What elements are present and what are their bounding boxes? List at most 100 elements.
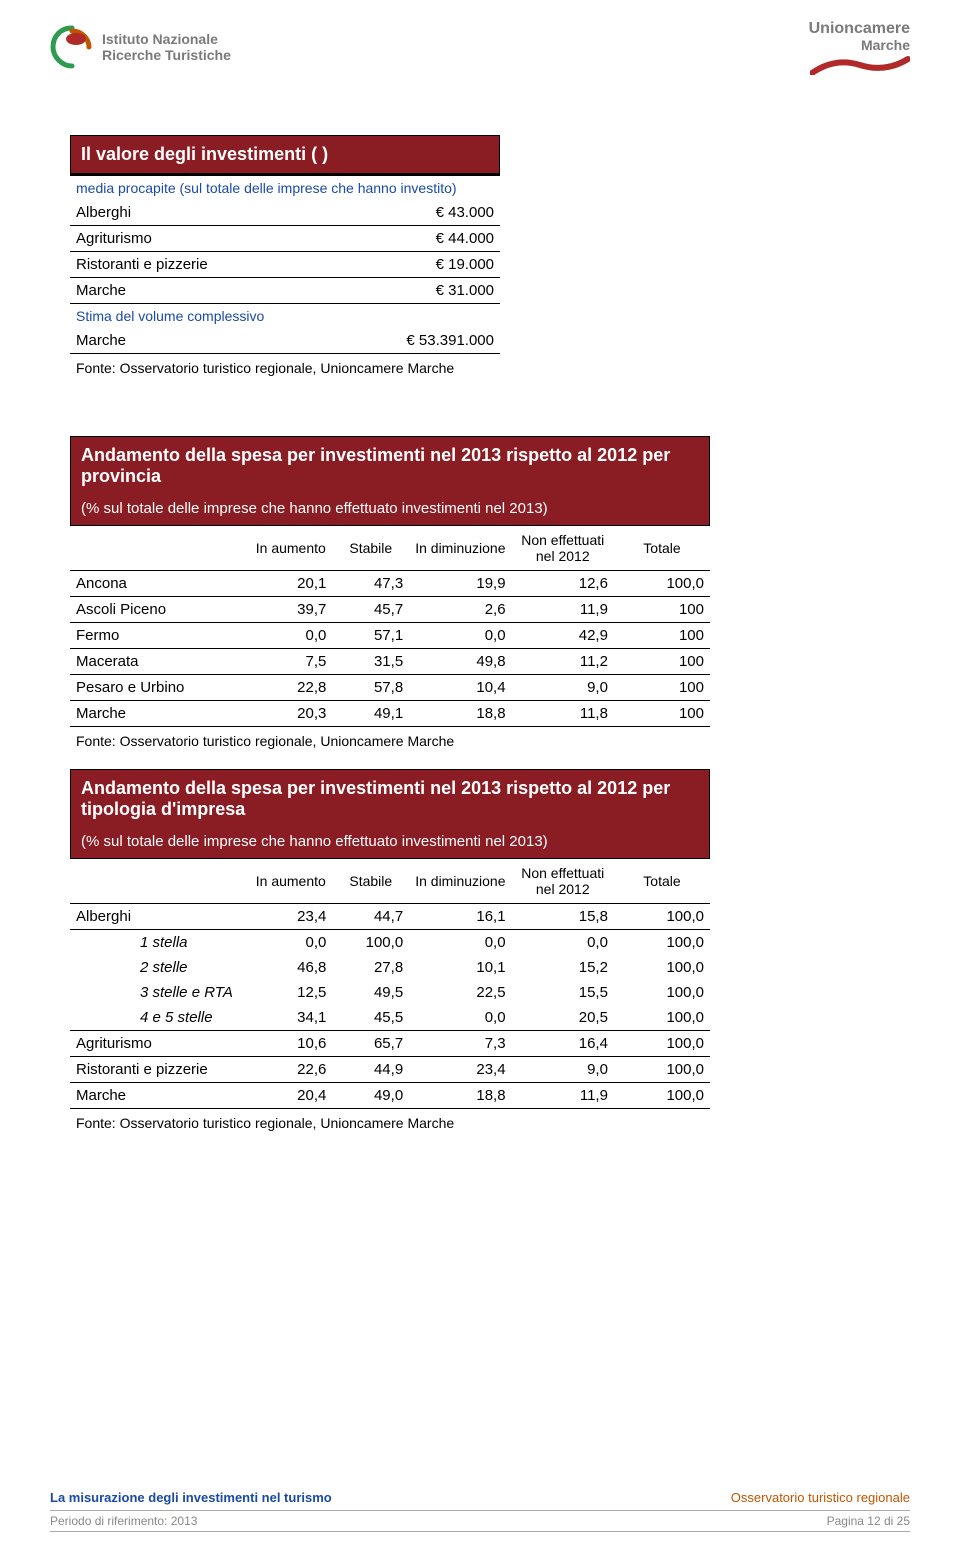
row-value: 44,7 xyxy=(332,903,409,929)
row-value: 23,4 xyxy=(249,903,332,929)
row-value: 100,0 xyxy=(614,1030,710,1056)
row-value: 0,0 xyxy=(409,622,511,648)
table-row: Ancona20,147,319,912,6100,0 xyxy=(70,570,710,596)
table1-title-wrap: Il valore degli investimenti ( ) xyxy=(70,135,500,176)
row-value: 15,8 xyxy=(512,903,614,929)
table3-title-wrap: Andamento della spesa per investimenti n… xyxy=(70,769,710,859)
table-row: Marche€ 31.000 xyxy=(70,277,500,303)
row-value: 49,8 xyxy=(409,648,511,674)
row-value: 27,8 xyxy=(332,955,409,980)
row-value: 0,0 xyxy=(249,622,332,648)
table-row: Alberghi€ 43.000 xyxy=(70,200,500,226)
row-value: 0,0 xyxy=(512,929,614,955)
table2-title: Andamento della spesa per investimenti n… xyxy=(71,437,709,495)
table1-total-value: € 53.391.000 xyxy=(324,328,500,354)
row-label: Agriturismo xyxy=(70,1030,249,1056)
row-value: 100 xyxy=(614,596,710,622)
row-value: 10,6 xyxy=(249,1030,332,1056)
row-value: 19,9 xyxy=(409,570,511,596)
row-label: Marche xyxy=(70,277,324,303)
row-value: 7,3 xyxy=(409,1030,511,1056)
footer-right-title: Osservatorio turistico regionale xyxy=(731,1490,910,1505)
row-value: 47,3 xyxy=(332,570,409,596)
row-value: € 44.000 xyxy=(324,225,500,251)
row-label: Fermo xyxy=(70,622,249,648)
row-value: € 19.000 xyxy=(324,251,500,277)
column-header: Stabile xyxy=(332,526,409,571)
row-label: Marche xyxy=(70,1082,249,1108)
row-value: 49,0 xyxy=(332,1082,409,1108)
row-value: 15,5 xyxy=(512,980,614,1005)
unioncamere-logo-icon xyxy=(810,55,910,75)
row-label: Alberghi xyxy=(70,903,249,929)
column-header: In diminuzione xyxy=(409,859,511,904)
table-row: 2 stelle46,827,810,115,2100,0 xyxy=(70,955,710,980)
row-value: 11,8 xyxy=(512,700,614,726)
column-header: Non effettuati nel 2012 xyxy=(512,526,614,571)
row-value: 100,0 xyxy=(614,929,710,955)
row-value: 16,1 xyxy=(409,903,511,929)
row-value: 100,0 xyxy=(614,903,710,929)
table3-sub: (% sul totale delle imprese che hanno ef… xyxy=(71,828,709,858)
table1-fonte: Fonte: Osservatorio turistico regionale,… xyxy=(70,354,500,396)
logo-left-line2: Ricerche Turistiche xyxy=(102,47,231,63)
table-row: Ristoranti e pizzerie€ 19.000 xyxy=(70,251,500,277)
table2-title-wrap: Andamento della spesa per investimenti n… xyxy=(70,436,710,526)
row-value: 11,9 xyxy=(512,1082,614,1108)
row-value: 100,0 xyxy=(614,1056,710,1082)
table-row: Agriturismo10,665,77,316,4100,0 xyxy=(70,1030,710,1056)
table-row: Ascoli Piceno39,745,72,611,9100 xyxy=(70,596,710,622)
row-value: 15,2 xyxy=(512,955,614,980)
table1-title: Il valore degli investimenti ( ) xyxy=(71,136,499,175)
row-value: 2,6 xyxy=(409,596,511,622)
table-row: Fermo0,057,10,042,9100 xyxy=(70,622,710,648)
logo-right: Unioncamere Marche xyxy=(809,20,910,75)
row-value: 11,2 xyxy=(512,648,614,674)
row-value: 12,6 xyxy=(512,570,614,596)
row-value: 44,9 xyxy=(332,1056,409,1082)
footer-page: Pagina 12 di 25 xyxy=(827,1514,910,1528)
logo-right-line1: Unioncamere xyxy=(809,20,910,38)
column-header: In diminuzione xyxy=(409,526,511,571)
row-value: € 43.000 xyxy=(324,200,500,226)
row-value: 22,5 xyxy=(409,980,511,1005)
table-row: 3 stelle e RTA12,549,522,515,5100,0 xyxy=(70,980,710,1005)
footer-period: Periodo di riferimento: 2013 xyxy=(50,1514,197,1528)
row-value: 10,4 xyxy=(409,674,511,700)
row-value: 0,0 xyxy=(249,929,332,955)
table-row: Pesaro e Urbino22,857,810,49,0100 xyxy=(70,674,710,700)
row-value: 100,0 xyxy=(614,1082,710,1108)
row-label: 1 stella xyxy=(70,929,249,955)
row-value: € 31.000 xyxy=(324,277,500,303)
row-value: 16,4 xyxy=(512,1030,614,1056)
row-value: 100,0 xyxy=(614,980,710,1005)
row-value: 57,1 xyxy=(332,622,409,648)
row-value: 10,1 xyxy=(409,955,511,980)
row-label: 4 e 5 stelle xyxy=(70,1005,249,1031)
row-value: 45,5 xyxy=(332,1005,409,1031)
row-value: 0,0 xyxy=(409,1005,511,1031)
row-value: 23,4 xyxy=(409,1056,511,1082)
row-value: 49,5 xyxy=(332,980,409,1005)
row-value: 20,3 xyxy=(249,700,332,726)
column-header xyxy=(70,859,249,904)
footer-left-title: La misurazione degli investimenti nel tu… xyxy=(50,1490,332,1505)
column-header: In aumento xyxy=(249,859,332,904)
row-value: 9,0 xyxy=(512,1056,614,1082)
table2-body: In aumentoStabileIn diminuzioneNon effet… xyxy=(70,526,710,727)
content: Il valore degli investimenti ( ) media p… xyxy=(70,135,710,1151)
row-label: Macerata xyxy=(70,648,249,674)
row-value: 7,5 xyxy=(249,648,332,674)
row-label: 3 stelle e RTA xyxy=(70,980,249,1005)
table-row: Marche20,349,118,811,8100 xyxy=(70,700,710,726)
row-value: 22,8 xyxy=(249,674,332,700)
row-value: 20,4 xyxy=(249,1082,332,1108)
row-label: Pesaro e Urbino xyxy=(70,674,249,700)
row-value: 65,7 xyxy=(332,1030,409,1056)
row-value: 100,0 xyxy=(332,929,409,955)
table2-fonte: Fonte: Osservatorio turistico regionale,… xyxy=(70,727,710,769)
column-header: Stabile xyxy=(332,859,409,904)
page: Istituto Nazionale Ricerche Turistiche U… xyxy=(0,0,960,1542)
column-header: In aumento xyxy=(249,526,332,571)
row-label: Agriturismo xyxy=(70,225,324,251)
